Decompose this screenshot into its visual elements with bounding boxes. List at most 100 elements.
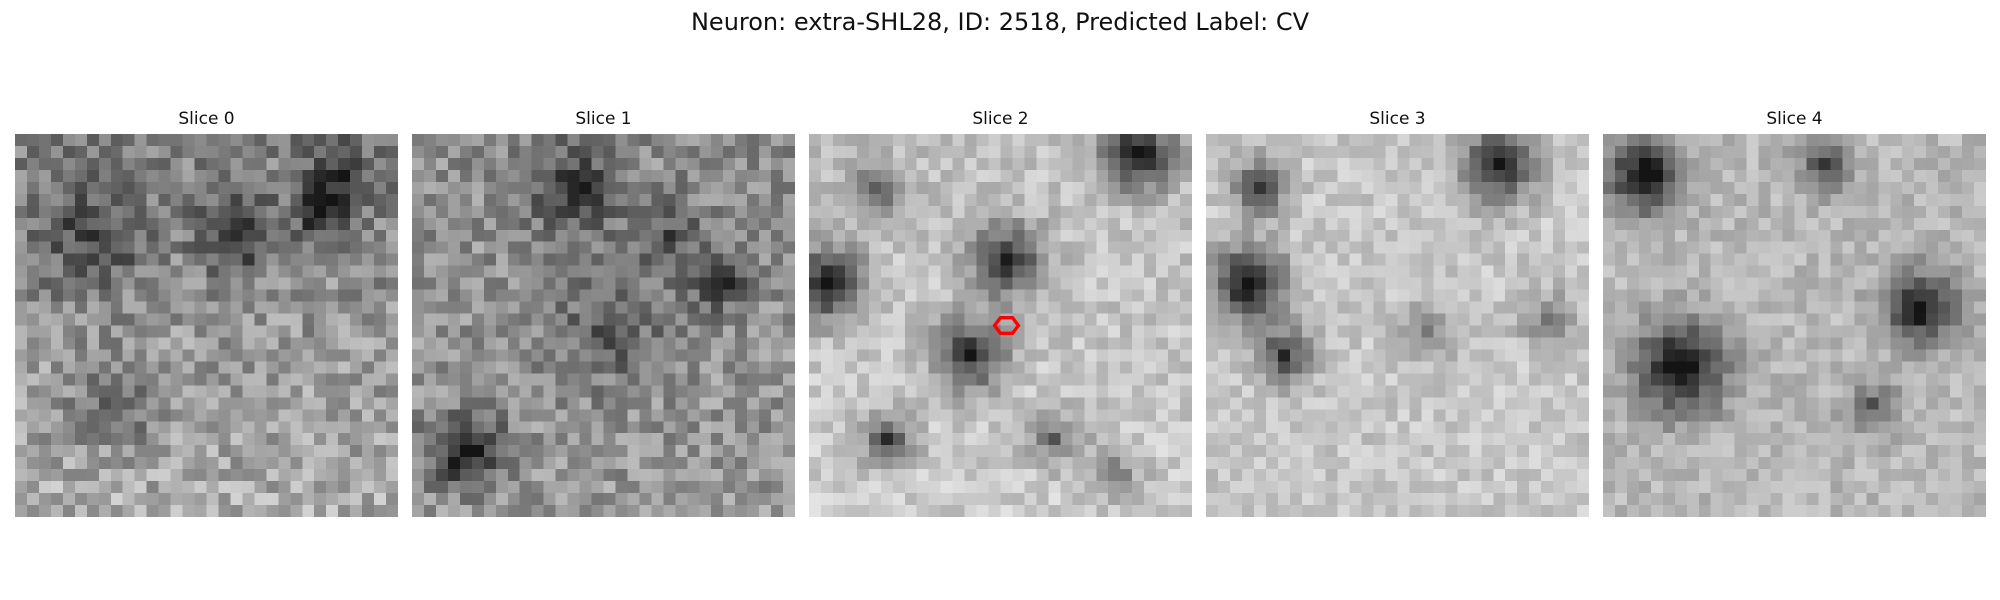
pixel-cell <box>1265 349 1279 362</box>
pixel-cell <box>1650 421 1664 434</box>
pixel-cell <box>338 373 351 386</box>
pixel-cell <box>1662 433 1676 446</box>
pixel-cell <box>1541 217 1554 230</box>
pixel-cell <box>627 157 640 171</box>
pixel-cell <box>1686 169 1699 183</box>
pixel-cell <box>1650 145 1664 159</box>
pixel-cell <box>1048 277 1061 290</box>
pixel-cell <box>1698 325 1711 338</box>
pixel-cell <box>1650 457 1664 470</box>
pixel-cell <box>723 457 736 470</box>
pixel-cell <box>820 229 834 242</box>
pixel-cell <box>868 397 882 410</box>
pixel-cell <box>1890 205 1903 219</box>
pixel-cell <box>976 301 989 314</box>
pixel-cell <box>1024 325 1037 338</box>
pixel-cell <box>639 241 652 254</box>
pixel-cell <box>1072 217 1085 230</box>
pixel-cell <box>868 289 882 302</box>
pixel-cell <box>86 469 100 482</box>
pixel-cell <box>1385 145 1398 159</box>
pixel-cell <box>471 253 485 266</box>
pixel-cell <box>1782 229 1795 242</box>
pixel-cell <box>687 289 700 302</box>
pixel-cell <box>1974 217 1986 230</box>
pixel-cell <box>1084 241 1097 254</box>
pixel-cell <box>940 145 953 159</box>
pixel-cell <box>338 145 351 159</box>
pixel-cell <box>1686 373 1699 386</box>
pixel-cell <box>615 481 628 494</box>
pixel-cell <box>15 193 28 207</box>
pixel-cell <box>1553 289 1566 302</box>
pixel-cell <box>1206 289 1219 302</box>
pixel-cell <box>519 361 532 374</box>
pixel-cell <box>892 205 905 219</box>
pixel-cell <box>182 373 195 386</box>
pixel-cell <box>1962 193 1975 207</box>
pixel-cell <box>1301 253 1314 266</box>
pixel-cell <box>1902 193 1915 207</box>
pixel-cell <box>1818 385 1831 398</box>
pixel-cell <box>856 193 870 207</box>
pixel-cell <box>687 157 700 171</box>
pixel-cell <box>1457 325 1470 338</box>
pixel-cell <box>1746 385 1759 398</box>
pixel-cell <box>1770 217 1783 230</box>
pixel-cell <box>1120 241 1133 254</box>
pixel-cell <box>1241 505 1255 517</box>
pixel-cell <box>1710 301 1723 314</box>
pixel-cell <box>507 397 520 410</box>
pixel-cell <box>1818 277 1831 290</box>
pixel-cell <box>1433 289 1446 302</box>
pixel-cell <box>1108 433 1121 446</box>
pixel-cell <box>651 493 664 506</box>
pixel-cell <box>1505 421 1518 434</box>
pixel-cell <box>1553 169 1566 183</box>
pixel-cell <box>1902 241 1915 254</box>
pixel-cell <box>555 157 568 171</box>
pixel-cell <box>1168 349 1181 362</box>
pixel-cell <box>86 265 100 278</box>
pixel-cell <box>266 229 279 242</box>
pixel-cell <box>326 134 339 147</box>
pixel-cell <box>771 421 784 434</box>
pixel-cell <box>362 229 375 242</box>
pixel-cell <box>1325 229 1338 242</box>
pixel-cell <box>567 169 580 183</box>
pixel-cell <box>1638 385 1652 398</box>
pixel-cell <box>1072 169 1085 183</box>
pixel-cell <box>206 457 219 470</box>
pixel-cell <box>1770 265 1783 278</box>
pixel-cell <box>663 325 676 338</box>
pixel-cell <box>1036 373 1049 386</box>
pixel-cell <box>771 134 784 147</box>
pixel-cell <box>1229 217 1243 230</box>
pixel-cell <box>1529 265 1542 278</box>
pixel-cell <box>1902 217 1915 230</box>
pixel-cell <box>1758 361 1771 374</box>
pixel-cell <box>1409 421 1422 434</box>
pixel-cell <box>1373 157 1386 171</box>
pixel-cell <box>723 469 736 482</box>
pixel-cell <box>386 349 398 362</box>
pixel-cell <box>1553 313 1566 326</box>
pixel-cell <box>1650 277 1664 290</box>
pixel-cell <box>1650 134 1664 147</box>
pixel-cell <box>1469 445 1482 458</box>
pixel-cell <box>1603 169 1616 183</box>
pixel-cell <box>471 229 485 242</box>
pixel-cell <box>519 409 532 422</box>
pixel-cell <box>1277 457 1291 470</box>
pixel-cell <box>916 493 929 506</box>
pixel-cell <box>651 337 664 350</box>
pixel-cell <box>1734 193 1747 207</box>
pixel-cell <box>1409 409 1422 422</box>
pixel-cell <box>1794 205 1807 219</box>
pixel-cell <box>254 134 267 147</box>
pixel-cell <box>964 193 977 207</box>
pixel-cell <box>651 361 664 374</box>
pixel-cell <box>50 301 64 314</box>
pixel-cell <box>230 493 243 506</box>
pixel-cell <box>1734 385 1747 398</box>
